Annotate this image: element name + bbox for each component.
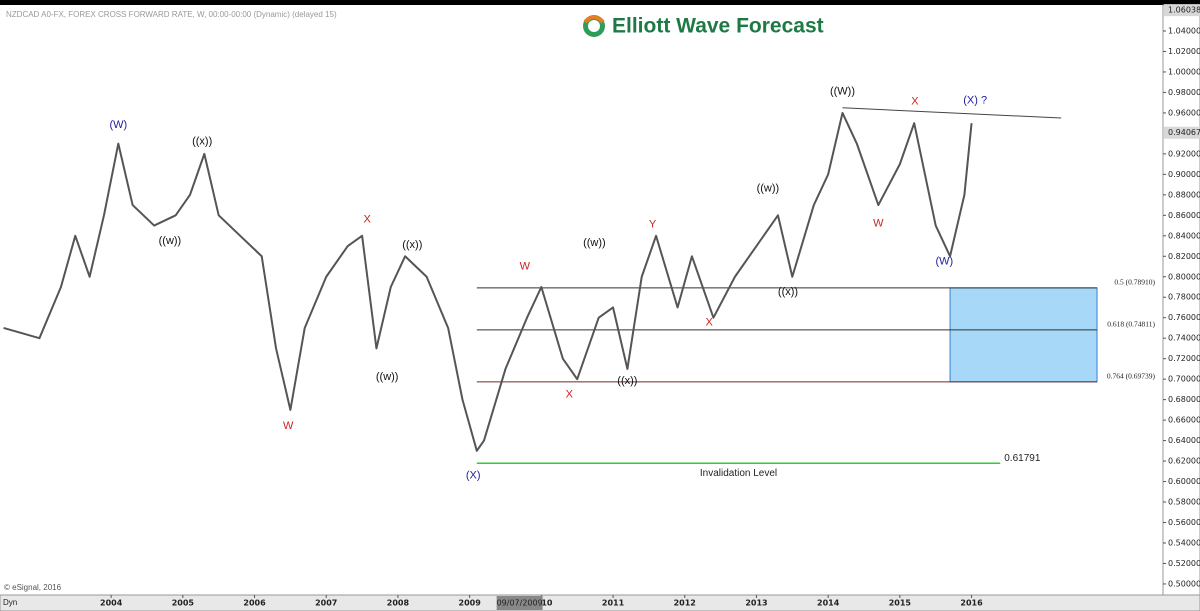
- y-tick-label: 0.60000: [1168, 477, 1200, 486]
- invalidation-value: 0.61791: [1004, 453, 1041, 464]
- y-tick-label: 0.82000: [1168, 252, 1200, 261]
- y-tick-label: 0.86000: [1168, 211, 1200, 220]
- trendline: [842, 107, 1062, 119]
- last_price-box: [1164, 126, 1200, 139]
- x-tick-label: 2016: [960, 599, 983, 608]
- x-tick-label: 2013: [745, 599, 767, 608]
- wave-label: ((w)): [583, 237, 606, 249]
- wave-label: (X): [466, 469, 481, 481]
- wave-label: ((w)): [159, 235, 182, 247]
- y-tick-label: 0.54000: [1168, 538, 1200, 547]
- wave-label: ((x)): [192, 136, 212, 148]
- y-tick-label: 0.52000: [1168, 559, 1200, 568]
- wave-label: ((x)): [617, 375, 637, 387]
- y-tick-label: 0.96000: [1168, 108, 1200, 117]
- x-tick-label: 2007: [315, 599, 337, 608]
- y-tick-label: 0.74000: [1168, 334, 1200, 343]
- logo: Elliott Wave Forecast: [583, 15, 824, 38]
- y-tick-label: 0.72000: [1168, 354, 1200, 363]
- wave-label: ((w)): [757, 183, 780, 195]
- y-tick-label: 0.78000: [1168, 293, 1200, 302]
- y-tick-label: 0.70000: [1168, 375, 1200, 384]
- y-tick-label: 0.84000: [1168, 231, 1200, 240]
- wave-label: ((x)): [778, 286, 798, 298]
- y-tick-label: 0.76000: [1168, 313, 1200, 322]
- logo-icon-inner: [588, 20, 600, 32]
- wave-label: ((W)): [830, 85, 855, 97]
- x-tick-label: 2011: [602, 599, 625, 608]
- wave-label: Y: [649, 218, 657, 230]
- price-axis-panel: [1162, 4, 1200, 596]
- x-tick-label: 2006: [243, 599, 266, 608]
- wave-label: W: [873, 217, 884, 229]
- logo-icon-arc: [583, 15, 605, 24]
- wave-label: ((x)): [402, 239, 422, 251]
- last_price-label: 0.94067: [1168, 128, 1200, 137]
- wave-label: W: [520, 260, 531, 272]
- price-line: [3, 111, 973, 452]
- y-tick-label: 1.04000: [1168, 27, 1200, 36]
- wave-label: X: [911, 96, 919, 108]
- wave-label: (W): [935, 255, 953, 267]
- y-tick-label: 0.88000: [1168, 190, 1200, 199]
- x-tick-label: 2009: [459, 599, 482, 608]
- y-tick-label: 0.56000: [1168, 518, 1200, 527]
- x-tick-label: 2008: [387, 599, 410, 608]
- logo-text: Elliott Wave Forecast: [612, 15, 824, 38]
- wave-label: X: [363, 213, 371, 225]
- invalidation-text: Invalidation Level: [700, 468, 777, 479]
- y-tick-label: 0.98000: [1168, 88, 1200, 97]
- wave-label: X: [566, 388, 574, 400]
- y-tick-label: 1.02000: [1168, 47, 1200, 56]
- fib-label: 0.764 (0.69739): [1107, 372, 1156, 381]
- y-tick-label: 0.68000: [1168, 395, 1200, 404]
- x-tick-label: 2005: [172, 599, 195, 608]
- y-tick-label: 0.66000: [1168, 416, 1200, 425]
- wave-label: (W): [109, 119, 127, 131]
- time-axis-panel: [0, 594, 1200, 611]
- target-box: [949, 287, 1098, 383]
- y-tick-label: 0.80000: [1168, 272, 1200, 281]
- wave-label: W: [283, 420, 294, 432]
- y-tick-label: 0.58000: [1168, 498, 1200, 507]
- x-tick-label: 2014: [817, 599, 840, 608]
- y-tick-label: 0.50000: [1168, 579, 1200, 588]
- x-tick-label: 2004: [100, 599, 123, 608]
- high_price-label: 1.06038: [1168, 6, 1200, 15]
- cursor-date-box: [496, 596, 543, 610]
- copyright: © eSignal, 2016: [4, 583, 62, 592]
- high_price-box: [1164, 4, 1200, 17]
- x-tick-label: 2012: [674, 599, 696, 608]
- wave-label: ((w)): [376, 371, 399, 383]
- y-tick-label: 0.62000: [1168, 457, 1200, 466]
- wave-label: X: [705, 317, 713, 329]
- wave-label: (X) ?: [963, 95, 987, 107]
- chart-header: NZDCAD A0-FX, FOREX CROSS FORWARD RATE, …: [6, 10, 337, 19]
- x-tick-label: 2015: [889, 599, 912, 608]
- cursor-date: 09/07/2009: [497, 599, 543, 608]
- fib-label: 0.618 (0.74811): [1107, 320, 1155, 329]
- fib-label: 0.5 (0.78910): [1114, 278, 1155, 287]
- y-tick-label: 0.64000: [1168, 436, 1200, 445]
- y-tick-label: 1.00000: [1168, 67, 1200, 76]
- top-bar: [0, 0, 1200, 5]
- y-tick-label: 0.92000: [1168, 149, 1200, 158]
- y-tick-label: 0.90000: [1168, 170, 1200, 179]
- mode-label: Dyn: [3, 598, 17, 607]
